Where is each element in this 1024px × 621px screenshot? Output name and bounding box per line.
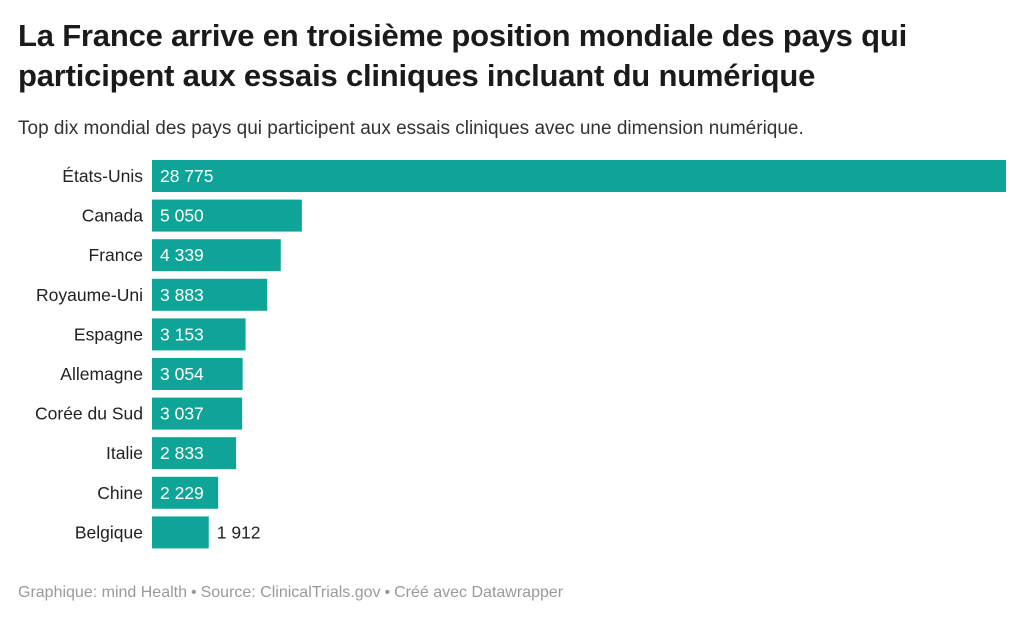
category-label: Royaume-Uni xyxy=(36,285,143,305)
bar xyxy=(152,397,243,430)
bar-chart: États-Unis 28 775 Canada 5 050 France 4 339 Ro… xyxy=(35,160,1006,549)
bar xyxy=(152,358,243,390)
category-label: Allemagne xyxy=(60,364,143,384)
chart-footer: Graphique: mind Health • Source: ClinicalT… xyxy=(18,583,563,603)
footer-source: Source: ClinicalTrials.gov xyxy=(200,584,381,601)
category-label: Espagne xyxy=(74,324,143,344)
value-label: 5 050 xyxy=(160,206,204,226)
bar xyxy=(152,199,302,232)
bar xyxy=(152,318,246,351)
bar xyxy=(152,476,219,509)
value-label: 2 229 xyxy=(160,483,204,503)
category-label: Belgique xyxy=(75,522,143,542)
footer-separator: • xyxy=(384,584,391,601)
category-label: France xyxy=(89,245,143,265)
value-label: 28 775 xyxy=(160,166,214,186)
bar xyxy=(152,278,268,311)
chart-subtitle: Top dix mondial des pays qui participent… xyxy=(18,118,804,139)
category-label: Italie xyxy=(106,443,143,463)
category-label: États-Unis xyxy=(62,166,143,186)
category-label: Corée du Sud xyxy=(35,404,143,424)
footer-credit: Graphique: mind Health xyxy=(18,584,187,601)
value-label: 2 833 xyxy=(160,443,204,463)
value-label: 3 153 xyxy=(160,324,204,344)
chart-title: La France arrive en troisième position m… xyxy=(18,18,907,93)
category-label: Canada xyxy=(82,206,144,226)
footer-made-with: Créé avec Datawrapper xyxy=(394,584,564,601)
bar xyxy=(152,160,1006,192)
category-label: Chine xyxy=(97,483,143,503)
value-label: 3 037 xyxy=(160,404,204,424)
value-label: 4 339 xyxy=(160,245,204,265)
bar xyxy=(152,239,281,272)
footer-separator: • xyxy=(190,584,197,601)
bar xyxy=(152,437,237,470)
bar xyxy=(152,516,209,549)
value-label: 1 912 xyxy=(217,522,261,542)
value-label: 3 054 xyxy=(160,364,204,384)
value-label: 3 883 xyxy=(160,285,204,305)
